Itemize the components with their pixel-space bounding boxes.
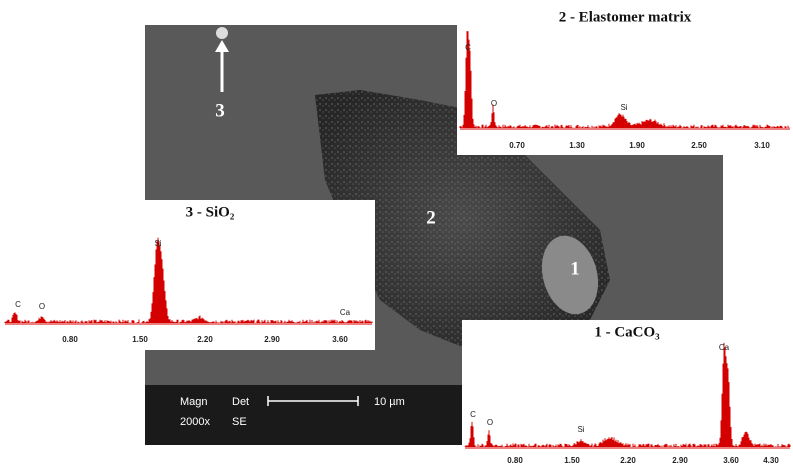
tick-label: 0.70	[509, 141, 525, 150]
site-label: 2	[426, 207, 436, 228]
scale-text: SE	[232, 416, 247, 428]
element-label: C	[465, 43, 471, 52]
element-label: Si	[577, 425, 584, 434]
element-label: O	[487, 418, 493, 427]
tick-label: 2.90	[264, 335, 280, 344]
site-label: 1	[570, 258, 580, 279]
panel-title: 1 - CaCO₃	[594, 324, 660, 340]
element-label: O	[491, 99, 497, 108]
element-label: Si	[620, 103, 627, 112]
element-label: O	[39, 302, 45, 311]
scale-text: 10 µm	[374, 396, 405, 408]
element-label: C	[15, 300, 21, 309]
element-label: Ca	[340, 308, 351, 317]
tick-label: 1.30	[569, 141, 585, 150]
scale-text: Magn	[180, 396, 208, 408]
panel-title: 3 - SiO₂	[186, 204, 235, 220]
silica-particle	[216, 27, 228, 39]
site-label: 3	[215, 100, 225, 121]
scale-text: Det	[232, 396, 249, 408]
panel-title: 2 - Elastomer matrix	[559, 9, 692, 25]
tick-label: 2.90	[672, 456, 688, 465]
figure: 1 2 3 Magn Det 10 µm 2000x SE 2 - Elasto…	[0, 0, 793, 466]
spectrum-panel: 1 - CaCO₃ 0.80 1.50 2.20 2.90 3.60 4.30 C O Si Ca	[462, 320, 793, 466]
scale-text: 2000x	[180, 416, 210, 428]
tick-label: 3.60	[332, 335, 348, 344]
spectrum-panel: 2 - Elastomer matrix 0.70 1.30 1.90 2.50 3.10…	[457, 0, 793, 155]
scale-box	[145, 385, 465, 445]
tick-label: 2.50	[691, 141, 707, 150]
tick-label: 1.50	[132, 335, 148, 344]
spectrum-panel: 3 - SiO₂ 0.80 1.50 2.20 2.90 3.60 C O Si Ca	[0, 200, 375, 350]
tick-label: 4.30	[763, 456, 779, 465]
element-label: Ca	[719, 343, 730, 352]
tick-label: 1.90	[629, 141, 645, 150]
tick-label: 2.20	[620, 456, 636, 465]
panel-background	[0, 200, 375, 350]
tick-label: 3.60	[723, 456, 739, 465]
tick-label: 3.10	[754, 141, 770, 150]
tick-label: 0.80	[62, 335, 78, 344]
element-label: Si	[154, 239, 161, 248]
tick-label: 1.50	[564, 456, 580, 465]
tick-label: 2.20	[197, 335, 213, 344]
tick-label: 0.80	[507, 456, 523, 465]
element-label: C	[470, 410, 476, 419]
